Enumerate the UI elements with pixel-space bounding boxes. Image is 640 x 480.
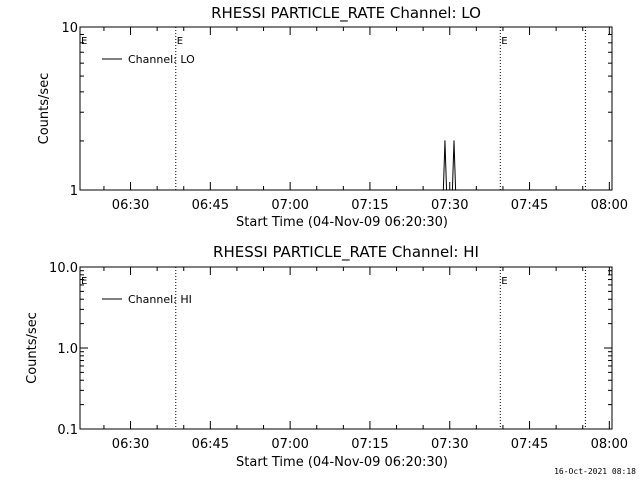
lo-data-segment	[442, 140, 446, 191]
hi-x-tick-label: 07:45	[511, 437, 548, 452]
hi-y-tick-label: 0.1	[57, 423, 78, 438]
hi-x-tick-label: 07:00	[271, 437, 308, 452]
hi-y-tick-label: 1.0	[57, 342, 78, 357]
hi-x-tick-label: 06:30	[112, 437, 149, 452]
lo-x-tick-label: 08:00	[591, 198, 628, 213]
lo-data-segment	[444, 140, 448, 191]
lo-x-axis-label: Start Time (04-Nov-09 06:20:30)	[236, 215, 448, 230]
hi-x-tick-label: 07:15	[351, 437, 388, 452]
lo-data-segment	[453, 140, 457, 191]
lo-x-tick-label: 07:45	[511, 198, 548, 213]
lo-panel: RHESSI PARTICLE_RATE Channel: LO 1 10 06:30…	[37, 4, 628, 230]
lo-x-tick-label: 06:45	[192, 198, 229, 213]
lo-x-tick-label: 07:00	[271, 198, 308, 213]
lo-chart-title: RHESSI PARTICLE_RATE Channel: LO	[211, 4, 481, 23]
hi-marker-label: E	[501, 276, 507, 287]
lo-data-point	[454, 189, 457, 191]
lo-plot-frame	[79, 26, 613, 191]
hi-y-axis-label: Counts/sec	[25, 312, 40, 384]
hi-x-axis-label: Start Time (04-Nov-09 06:20:30)	[236, 455, 448, 470]
lo-y-axis-label: Counts/sec	[37, 73, 52, 145]
lo-x-tick-label: 06:30	[112, 198, 149, 213]
lo-x-tick-label: 07:15	[351, 198, 388, 213]
lo-y-tick-label: 10	[61, 21, 78, 36]
lo-marker-label: E	[501, 36, 507, 47]
lo-x-tick-label: 07:30	[431, 198, 468, 213]
lo-edge-label: E	[81, 36, 87, 47]
hi-x-tick-label: 06:45	[192, 437, 229, 452]
hi-chart-title: RHESSI PARTICLE_RATE Channel: HI	[213, 243, 479, 262]
lo-legend-label: Channel: LO	[128, 53, 195, 66]
hi-legend-label: Channel: HI	[128, 293, 192, 306]
hi-panel: RHESSI PARTICLE_RATE Channel: HI 0.1 1.0 10…	[25, 243, 628, 470]
lo-marker-label: E	[177, 36, 183, 47]
hi-x-tick-label: 07:30	[431, 437, 468, 452]
hi-plot-frame	[79, 266, 613, 430]
hi-x-tick-label: 08:00	[591, 437, 628, 452]
footer-timestamp: 16-Oct-2021 08:18	[554, 467, 636, 476]
lo-data-segment	[451, 140, 455, 191]
lo-y-tick-label: 1	[70, 184, 78, 199]
hi-y-tick-label: 10.0	[49, 261, 78, 276]
hi-edge-label: E	[81, 276, 87, 287]
